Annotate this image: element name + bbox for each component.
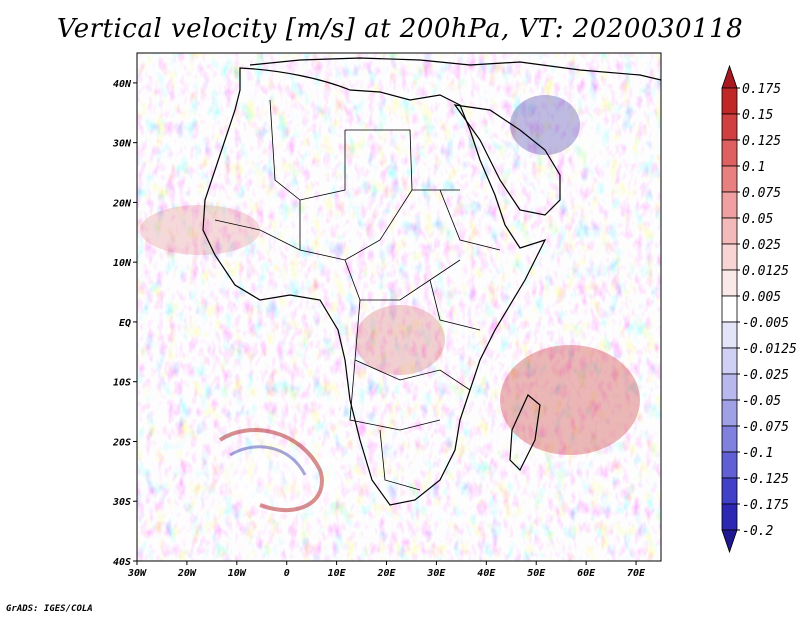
colorbar-label: 0.175 <box>742 82 781 97</box>
y-tick-label: 40N <box>113 79 132 90</box>
colorbar-swatch <box>721 191 738 219</box>
map-title: Vertical velocity [m/s] at 200hPa, VT: 2… <box>56 14 744 44</box>
colorbar-swatch <box>721 295 738 323</box>
colorbar-swatch <box>721 399 738 427</box>
colorbar-swatch <box>721 269 738 297</box>
y-tick-label: EQ <box>119 318 131 329</box>
y-tick-label: 30S <box>112 497 131 508</box>
colorbar-label: 0.1 <box>742 160 765 175</box>
colorbar-bottom-arrow <box>721 529 738 554</box>
x-tick-label: 30E <box>426 568 446 579</box>
colorbar-label: -0.05 <box>742 394 781 409</box>
colorbar-swatch <box>721 243 738 271</box>
x-tick-label: 40E <box>477 568 496 579</box>
colorbar-label: 0.125 <box>742 134 781 149</box>
x-tick-label: 60E <box>577 568 596 579</box>
colorbar-label: 0.005 <box>742 290 781 305</box>
colorbar-swatch <box>721 113 738 141</box>
arabia-outline <box>453 104 561 216</box>
y-tick-label: 30N <box>112 139 132 150</box>
colorbar-swatch <box>721 477 738 505</box>
borders <box>214 99 501 491</box>
x-tick-label: 30W <box>127 568 147 579</box>
colorbar-swatch <box>721 139 738 167</box>
y-tick-label: 40S <box>113 557 131 568</box>
colorbar-label: -0.2 <box>742 524 773 539</box>
x-tick-label: 50E <box>527 568 546 579</box>
colorbar-label: 0.15 <box>742 108 773 123</box>
grads-credit: GrADS: IGES/COLA <box>6 604 93 614</box>
x-tick-label: 20W <box>177 568 197 579</box>
colorbar-swatch <box>721 503 738 531</box>
colorbar-label: 0.05 <box>742 212 773 227</box>
colorbar-swatch <box>721 165 738 193</box>
colorbar-label: -0.125 <box>742 472 789 487</box>
colorbar-label: -0.175 <box>742 498 789 513</box>
x-tick-label: 10W <box>228 568 247 579</box>
y-tick-label: 10S <box>113 378 131 389</box>
colorbar-top-arrow <box>721 64 738 89</box>
colorbar-swatch <box>721 373 738 401</box>
colorbar-label: -0.025 <box>742 368 789 383</box>
coastlines <box>202 57 661 506</box>
colorbar-swatch <box>721 347 738 375</box>
colorbar-label: 0.0125 <box>742 264 789 279</box>
x-tick-label: 20E <box>376 568 396 579</box>
colorbar-label: 0.075 <box>742 186 781 201</box>
x-tick-label: 0 <box>284 568 290 579</box>
y-axis-ticks: 40N 30N 20N 10N EQ 10S 20S 30S 40S <box>112 79 137 568</box>
madagascar-outline <box>509 394 541 472</box>
colorbar-swatch <box>721 451 738 479</box>
map-frame <box>136 52 662 562</box>
colorbar-swatch <box>721 425 738 453</box>
x-tick-label: 10E <box>328 568 347 579</box>
colorbar-swatch <box>721 87 738 115</box>
colorbar-swatch <box>721 321 738 349</box>
colorbar-label: -0.1 <box>742 446 773 461</box>
y-tick-label: 10N <box>113 258 132 269</box>
y-tick-label: 20S <box>112 437 131 448</box>
colorbar-label: -0.005 <box>742 316 789 331</box>
colorbar-swatch <box>721 217 738 245</box>
colorbar-label: -0.0125 <box>742 342 797 357</box>
colorbar-label: 0.025 <box>742 238 781 253</box>
x-tick-label: 70E <box>627 568 646 579</box>
colorbar: 0.175 0.15 0.125 0.1 0.075 0.05 0.025 0.0125 0.0… <box>721 64 797 554</box>
velocity-field <box>137 53 661 561</box>
colorbar-label: -0.075 <box>742 420 789 435</box>
x-axis-ticks: 30W 20W 10W 0 10E 20E 30E 40E 50E 60E 70E <box>127 561 646 579</box>
y-tick-label: 20N <box>112 198 132 209</box>
